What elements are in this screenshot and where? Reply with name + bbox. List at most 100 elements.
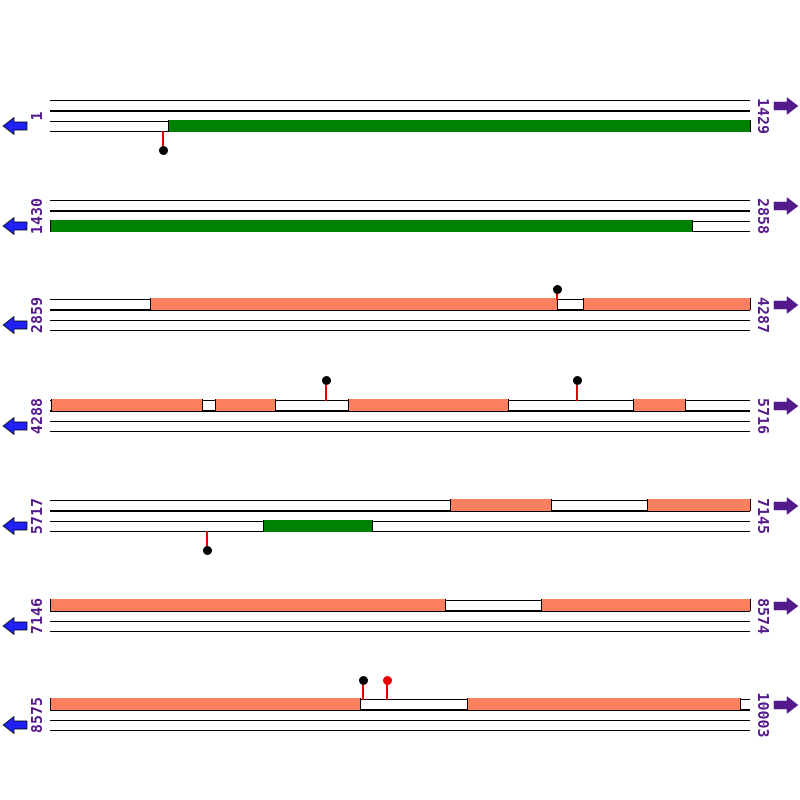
panel-start-coordinate: 4288: [28, 397, 46, 435]
left-arrow-icon[interactable]: [2, 516, 28, 536]
segment-edge: [750, 599, 752, 612]
signal-stem: [325, 380, 327, 401]
segment-edge: [508, 399, 510, 412]
segment-edge: [450, 499, 452, 512]
signal-dot-black: [321, 375, 331, 385]
segment-edge: [360, 698, 362, 711]
forward-exon-bar: [348, 399, 508, 412]
track-line-3: [50, 719, 750, 722]
track-line-4: [50, 330, 750, 332]
signal-dot-red: [382, 675, 392, 685]
track-line-2: [50, 210, 750, 212]
track-line-3: [50, 420, 750, 423]
right-arrow-icon[interactable]: [773, 196, 799, 216]
track-line-1: [50, 200, 750, 202]
forward-exon-bar: [215, 399, 275, 412]
signal-dot-black: [572, 375, 582, 385]
segment-edge: [750, 499, 752, 512]
segment-edge: [467, 698, 469, 711]
track-line-3: [50, 319, 750, 322]
right-arrow-icon[interactable]: [773, 396, 799, 416]
forward-exon-bar: [150, 298, 557, 311]
track-line-3: [50, 620, 750, 623]
right-arrow-icon[interactable]: [773, 496, 799, 516]
right-arrow-icon[interactable]: [773, 596, 799, 616]
segment-edge: [348, 399, 350, 412]
left-arrow-icon[interactable]: [2, 315, 28, 335]
track-line-1: [50, 500, 750, 502]
segment-edge: [275, 399, 277, 412]
segment-edge: [557, 298, 559, 311]
forward-exon-bar: [467, 698, 740, 711]
right-arrow-icon[interactable]: [773, 695, 799, 715]
track-line-4: [50, 631, 750, 633]
segment-edge: [50, 599, 52, 612]
panel-start-coordinate: 1430: [28, 197, 46, 235]
signal-dot-black: [202, 545, 212, 555]
signal-stem: [576, 380, 578, 401]
track-line-2: [50, 110, 750, 112]
panel-end-coordinate: 1429: [754, 97, 772, 135]
reverse-exon-bar: [263, 519, 372, 533]
track-line-4: [50, 531, 750, 533]
signal-stem: [556, 289, 558, 300]
forward-exon-bar: [50, 599, 445, 612]
forward-exon-bar: [50, 698, 360, 711]
segment-edge: [372, 519, 374, 533]
panel-end-coordinate: 10003: [754, 692, 772, 738]
forward-exon-bar: [583, 298, 750, 311]
panel-start-coordinate: 5717: [28, 497, 46, 535]
segment-edge: [551, 499, 553, 512]
segment-edge: [583, 298, 585, 311]
segment-edge: [740, 698, 742, 711]
segment-edge: [647, 499, 649, 512]
forward-exon-bar: [51, 399, 202, 412]
signal-stem: [386, 680, 388, 700]
forward-exon-bar: [450, 499, 551, 512]
panel-end-coordinate: 2858: [754, 197, 772, 235]
track-line-4: [50, 431, 750, 433]
segment-edge: [202, 399, 204, 412]
segment-edge: [633, 399, 635, 412]
panel-start-coordinate: 7146: [28, 597, 46, 635]
track-line-2: [50, 510, 750, 512]
left-arrow-icon[interactable]: [2, 715, 28, 735]
signal-dot-black: [552, 284, 562, 294]
panel-end-coordinate: 5716: [754, 397, 772, 435]
signal-dot-black: [358, 675, 368, 685]
left-arrow-icon[interactable]: [2, 216, 28, 236]
panel-end-coordinate: 7145: [754, 497, 772, 535]
panel-start-coordinate: 8575: [28, 696, 46, 734]
panel-start-coordinate: 2859: [28, 296, 46, 334]
reverse-exon-bar: [50, 219, 692, 233]
track-line-3: [50, 520, 750, 523]
segment-edge: [150, 298, 152, 311]
panel-start-coordinate: 1: [28, 111, 46, 121]
signal-stem: [362, 680, 364, 700]
segment-edge: [750, 298, 752, 311]
signal-dot-black: [158, 145, 168, 155]
signal-stem: [206, 531, 208, 550]
segment-edge: [685, 399, 687, 412]
segment-edge: [750, 119, 752, 133]
left-arrow-icon[interactable]: [2, 116, 28, 136]
segment-edge: [51, 399, 53, 412]
signal-stem: [162, 131, 164, 150]
track-line-1: [50, 100, 750, 102]
right-arrow-icon[interactable]: [773, 96, 799, 116]
left-arrow-icon[interactable]: [2, 616, 28, 636]
segment-edge: [50, 698, 52, 711]
track-line-2: [50, 709, 750, 711]
panel-end-coordinate: 4287: [754, 296, 772, 334]
track-line-4: [50, 730, 750, 732]
segment-edge: [50, 219, 52, 233]
segment-edge: [168, 119, 170, 133]
segment-edge: [692, 219, 694, 233]
reverse-exon-bar: [168, 119, 750, 133]
forward-exon-bar: [647, 499, 750, 512]
segment-edge: [263, 519, 265, 533]
left-arrow-icon[interactable]: [2, 416, 28, 436]
right-arrow-icon[interactable]: [773, 295, 799, 315]
forward-exon-bar: [633, 399, 685, 412]
